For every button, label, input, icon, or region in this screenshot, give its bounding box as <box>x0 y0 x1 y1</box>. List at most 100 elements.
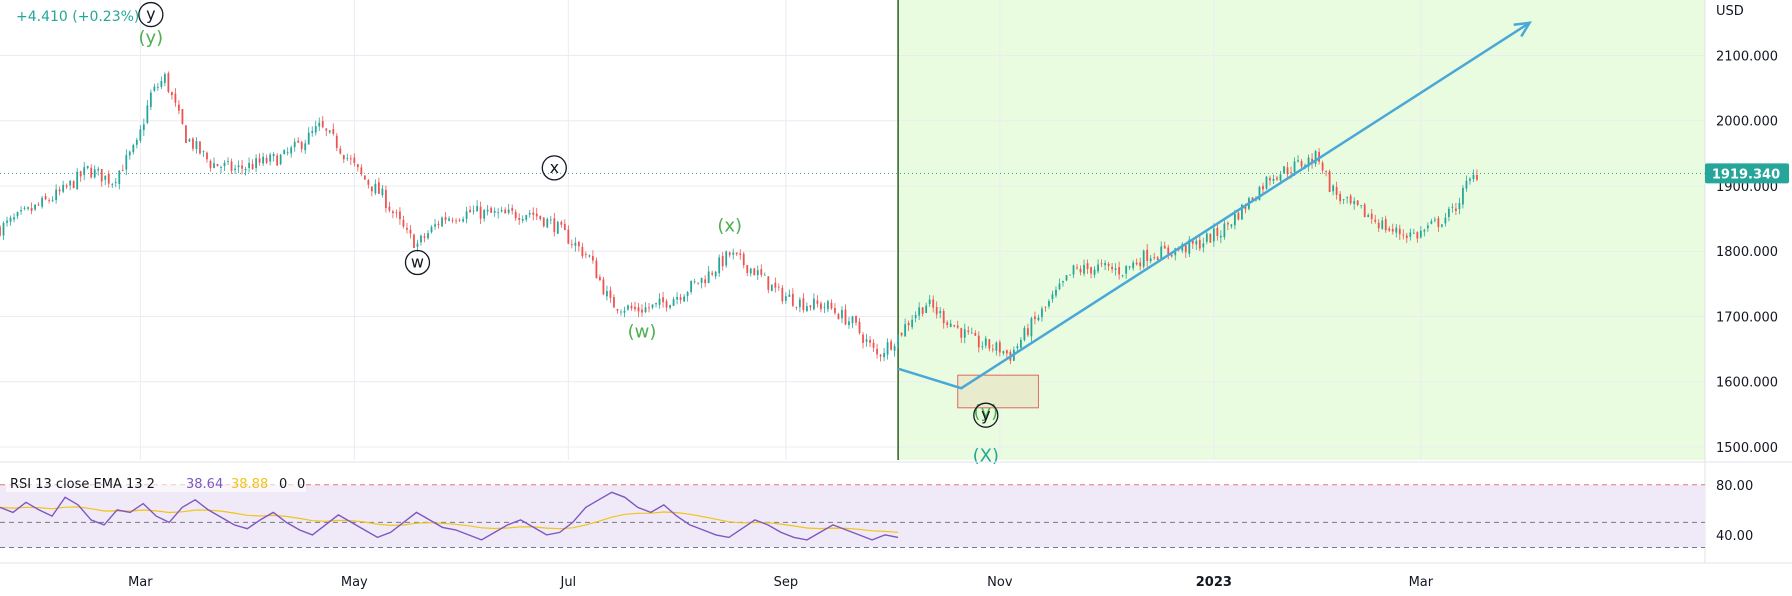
candle-body <box>1437 218 1440 227</box>
candle-body <box>1118 267 1121 275</box>
candle-body <box>462 219 464 222</box>
candle-body <box>476 206 479 212</box>
projection-arrow[interactable] <box>897 21 1533 390</box>
price-tick-label: 1800.000 <box>1716 245 1778 260</box>
candle-body <box>974 333 977 336</box>
candle-body <box>935 306 938 315</box>
candle-body <box>156 86 159 88</box>
candle-body <box>770 284 773 292</box>
price-axis-bg <box>1705 0 1792 596</box>
candle-body <box>1279 174 1282 181</box>
candle-body <box>1391 228 1394 232</box>
candle-body <box>781 287 784 302</box>
candle-body <box>1135 262 1138 265</box>
candle-body <box>749 268 752 274</box>
candle-body <box>1104 263 1106 266</box>
candlestick-series <box>0 71 1478 365</box>
candle-body <box>742 253 745 266</box>
candle-body <box>1430 221 1433 224</box>
candle-body <box>911 319 914 328</box>
candle-body <box>514 211 517 219</box>
candle-body <box>86 165 89 169</box>
candle-body <box>258 158 261 163</box>
candle-body <box>869 339 871 343</box>
rsi-value: 38.64 <box>186 477 223 492</box>
candle-body <box>451 220 454 222</box>
candle-body <box>51 199 54 201</box>
candle-body <box>521 218 524 221</box>
candle-body <box>444 217 447 221</box>
candle-body <box>1121 275 1124 277</box>
candle-body <box>637 307 640 312</box>
candle-body <box>62 184 65 192</box>
candle-body <box>272 153 275 157</box>
candle-body <box>1419 230 1422 238</box>
candle-body <box>1034 316 1036 320</box>
candle-body <box>1433 219 1436 221</box>
wave-label: y <box>973 402 999 428</box>
candle-body <box>202 151 205 153</box>
projection-arrow-line[interactable] <box>897 21 1531 390</box>
candle-body <box>1276 177 1278 180</box>
candle-body <box>984 338 987 346</box>
price-tick-label: 1600.000 <box>1716 376 1778 391</box>
candle-body <box>44 196 47 200</box>
candle-body <box>570 244 573 245</box>
candle-body <box>651 304 654 308</box>
candle-body <box>1469 178 1471 181</box>
candle-body <box>855 316 857 323</box>
price-tick-label: 2100.000 <box>1716 49 1778 64</box>
candle-body <box>300 142 303 150</box>
rsi-title: RSI 13 close EMA 13 2 <box>10 477 155 492</box>
candle-body <box>1462 187 1464 205</box>
candle-body <box>721 255 724 267</box>
time-axis[interactable]: Mar May Jul Sep Nov 2023 Mar <box>128 575 1434 590</box>
candle-body <box>1223 223 1226 238</box>
candle-body <box>1321 162 1324 171</box>
candle-body <box>1258 186 1261 200</box>
rsi-line <box>0 491 899 541</box>
candle-body <box>72 181 75 189</box>
candle-body <box>1086 263 1089 269</box>
time-tick-label: Mar <box>128 575 153 590</box>
candle-body <box>399 211 401 220</box>
candle-body <box>1398 228 1401 235</box>
candle-body <box>1367 214 1370 218</box>
candle-body <box>1156 257 1159 260</box>
candle-body <box>121 169 124 171</box>
candle-body <box>311 131 314 133</box>
candle-body <box>1072 265 1075 275</box>
rsi-legend[interactable]: RSI 13 close EMA 13 2 38.64 38.88 0 0 <box>6 472 306 492</box>
candle-body <box>469 209 472 213</box>
candle-body <box>1163 245 1166 249</box>
candle-body <box>963 329 966 338</box>
candle-body <box>1472 174 1475 180</box>
candle-body <box>58 189 61 192</box>
candle-body <box>283 150 286 154</box>
candle-body <box>1314 151 1317 165</box>
rsi-tick-label: 80.00 <box>1716 479 1753 494</box>
candle-body <box>921 307 924 314</box>
price-tick-label: 2000.000 <box>1716 115 1778 130</box>
candle-body <box>500 210 503 212</box>
candle-body <box>627 305 629 310</box>
candle-body <box>802 298 805 311</box>
candle-body <box>346 157 349 159</box>
candle-body <box>518 217 521 220</box>
candle-body <box>767 276 770 290</box>
candle-body <box>34 204 36 210</box>
candle-body <box>1412 232 1415 234</box>
candle-body <box>79 171 82 177</box>
candle-body <box>220 167 222 168</box>
candle-body <box>135 139 138 145</box>
candle-body <box>953 325 956 327</box>
price-tick-label: 1500.000 <box>1716 441 1778 456</box>
candle-body <box>928 299 931 304</box>
candle-body <box>83 167 86 175</box>
candle-body <box>118 170 121 184</box>
rsi-axis-ticks: 80.00 40.00 <box>1716 479 1753 544</box>
candle-body <box>1476 175 1478 180</box>
candle-body <box>367 180 370 185</box>
candle-body <box>1195 240 1198 245</box>
